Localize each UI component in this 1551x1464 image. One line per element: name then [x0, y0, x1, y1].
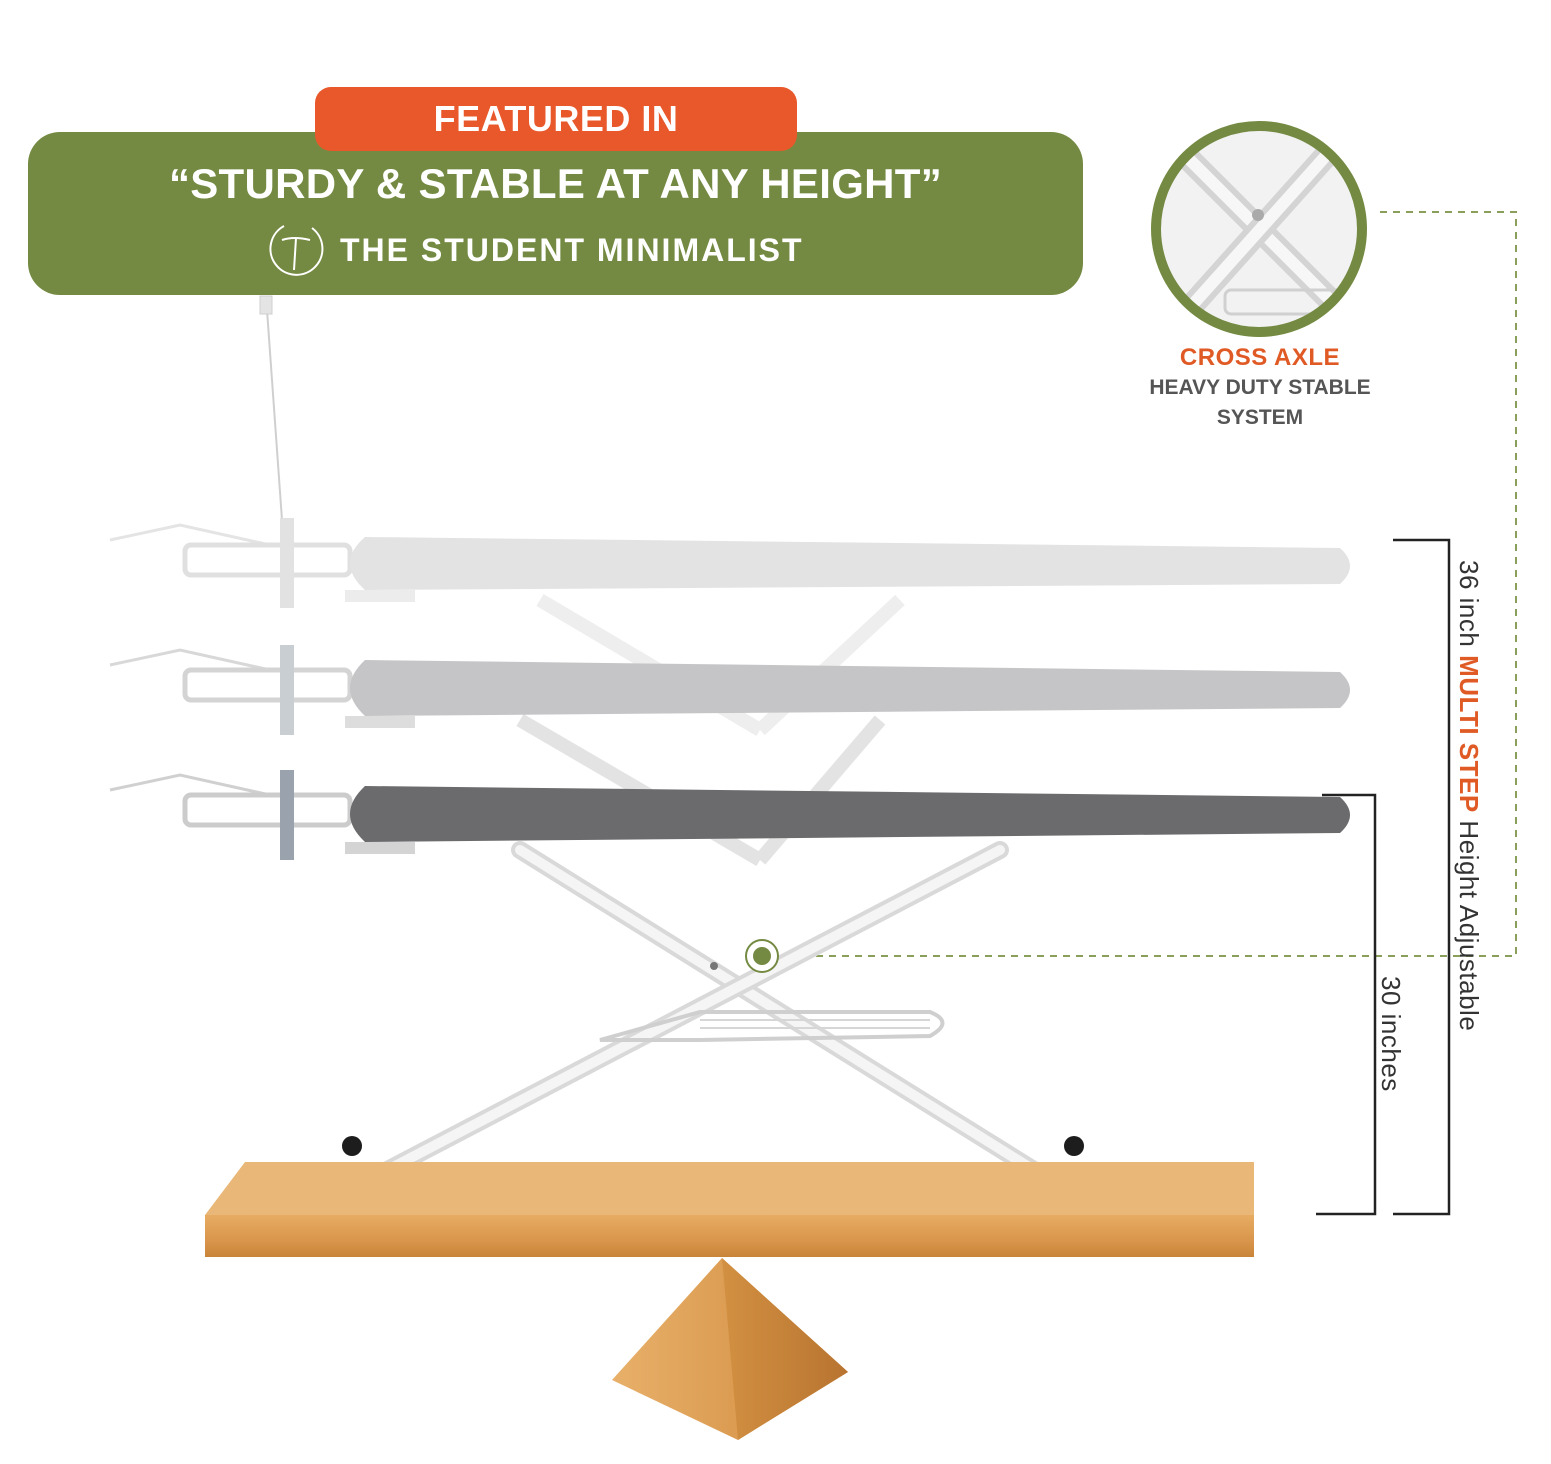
min-height-label: 30 inches [1375, 976, 1406, 1092]
banner-source-name: THE STUDENT MINIMALIST [340, 231, 804, 268]
hanger-wire [265, 295, 283, 521]
banner-quote: “STURDY & STABLE AT ANY HEIGHT” [168, 160, 943, 207]
height-range-accent: MULTI STEP [1454, 655, 1484, 813]
board-middle [109, 645, 1350, 735]
quote-banner: “STURDY & STABLE AT ANY HEIGHT” THE STUD… [28, 132, 1083, 295]
height-range-prefix: 36 inch [1454, 560, 1484, 656]
board-lowest [109, 770, 1350, 860]
callout-guide-line [780, 211, 1517, 957]
wooden-seesaw [205, 1162, 1254, 1440]
cross-axle-detail [1151, 121, 1367, 337]
cross-axle-subtitle-2: SYSTEM [1216, 406, 1304, 429]
cross-legs [310, 841, 1116, 1219]
cross-axle-title: CROSS AXLE [1179, 344, 1341, 371]
min-height-value: 30 inches [1376, 976, 1406, 1092]
featured-in-badge: FEATURED IN [315, 87, 797, 151]
cross-axle-caption: CROSS AXLE HEAVY DUTY STABLE SYSTEM [1110, 344, 1410, 432]
banner-source: THE STUDENT MINIMALIST [264, 222, 804, 278]
dimension-brackets [1316, 538, 1451, 1216]
iron-rest [599, 1010, 945, 1042]
height-range-label: 36 inch MULTI STEP Height Adjustable [1453, 560, 1484, 1031]
foot-cap [342, 1136, 362, 1156]
featured-in-label: FEATURED IN [433, 98, 679, 139]
board-highest [109, 518, 1350, 608]
height-range-suffix: Height Adjustable [1454, 812, 1484, 1032]
student-minimalist-logo-icon [269, 225, 324, 276]
cross-axle-subtitle-1: HEAVY DUTY STABLE [1149, 376, 1371, 399]
foot-cap [1064, 1136, 1084, 1156]
